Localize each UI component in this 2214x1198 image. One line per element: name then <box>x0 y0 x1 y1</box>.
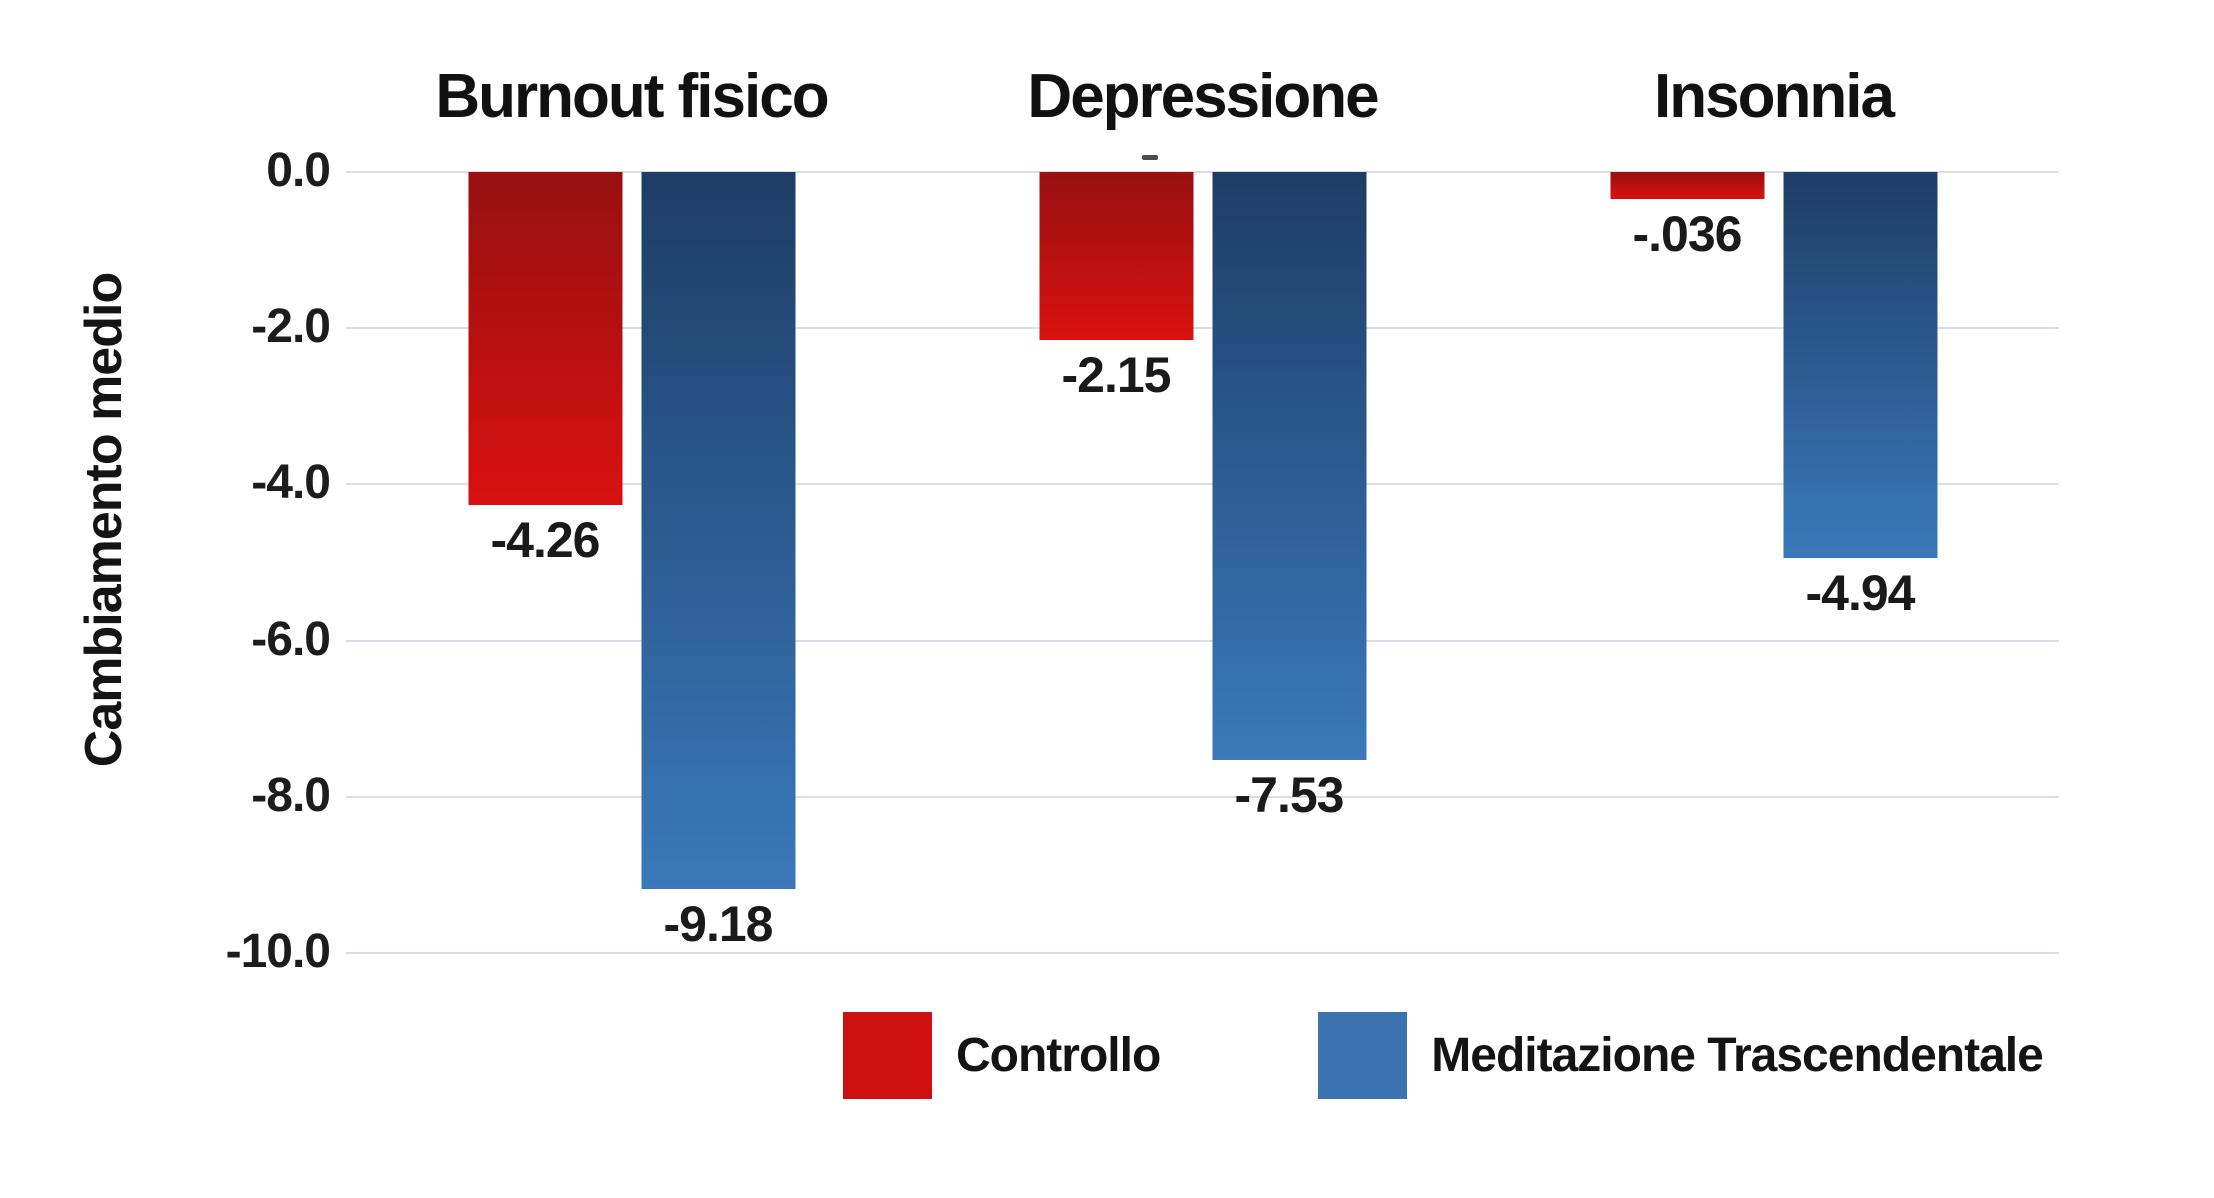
legend-label: Meditazione Trascendentale <box>1431 1028 2044 1082</box>
gridline: -2.0 <box>251 303 2059 351</box>
bar-controllo: -2.15 <box>1039 172 1193 400</box>
gridline: -10.0 <box>226 928 2059 976</box>
gridline: -8.0 <box>251 771 2059 819</box>
legend-item: Controllo <box>843 1012 1161 1099</box>
plot-area: 0.0 -2.0 -4.0 -6.0 -8.0 -10.0 Burnout fisico -4… <box>226 66 2059 976</box>
bar-controllo: -4.26 <box>468 172 622 565</box>
legend-swatch <box>1318 1012 1408 1099</box>
y-tick-label: -4.0 <box>251 456 331 510</box>
y-tick-label: -6.0 <box>251 612 331 666</box>
gridline: -6.0 <box>251 615 2059 663</box>
bar-pair: -.036 -4.94 <box>1610 172 1937 618</box>
bar-value-label: -2.15 <box>1061 346 1172 403</box>
gridline: 0.0 <box>266 147 2059 195</box>
bar-value-label: -.036 <box>1632 206 1743 262</box>
legend-item: Meditazione Trascendentale <box>1318 1012 2044 1099</box>
y-axis-title: Cambiamento medio <box>75 272 133 768</box>
bar-value-label: -7.53 <box>1234 767 1345 824</box>
bar-meditazione-trascendentale: -4.94 <box>1783 172 1937 618</box>
bar-value-label: -4.26 <box>490 511 601 568</box>
group-title: Insonnia <box>1654 62 1895 131</box>
legend-label: Controllo <box>956 1028 1161 1082</box>
bar-group: Insonnia -.036 -4.94 <box>1488 66 2059 953</box>
bar-meditazione-trascendentale: -9.18 <box>641 172 795 949</box>
bar-group: Burnout fisico -4.26 -9.18 <box>346 66 917 953</box>
bar-controllo: -.036 <box>1610 172 1764 259</box>
y-tick-label: -8.0 <box>251 768 331 822</box>
group-title: Depressione <box>1027 62 1379 131</box>
bar-value-label: -4.94 <box>1805 564 1916 621</box>
legend-swatch <box>843 1012 932 1099</box>
bar-group: Depressione -2.15 -7.53 <box>917 66 1488 953</box>
group-title: Burnout fisico <box>435 62 829 131</box>
gridline: -4.0 <box>251 459 2059 507</box>
y-tick-label: -10.0 <box>225 925 331 978</box>
bar-pair: -4.26 -9.18 <box>468 172 795 949</box>
bar-pair: -2.15 -7.53 <box>1039 172 1366 820</box>
bar-value-label: -9.18 <box>663 895 774 952</box>
bar-meditazione-trascendentale: -7.53 <box>1212 172 1366 820</box>
y-tick-label: -2.0 <box>251 300 331 354</box>
y-tick-label: 0.0 <box>266 144 331 197</box>
stray-mark <box>1142 155 1158 160</box>
legend: Controllo Meditazione Trascendentale <box>843 1012 2044 1099</box>
